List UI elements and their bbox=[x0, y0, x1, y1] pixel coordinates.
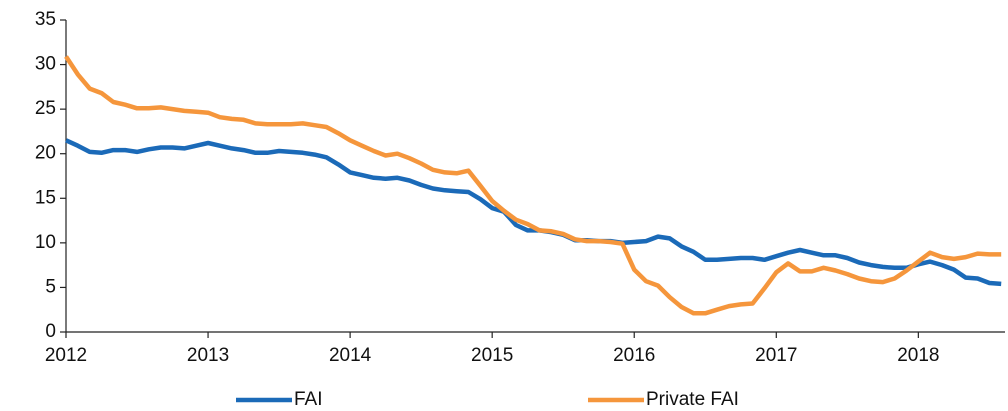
x-tick-label: 2012 bbox=[45, 345, 87, 366]
legend-label: Private FAI bbox=[646, 389, 739, 410]
x-tick-label: 2017 bbox=[755, 345, 797, 366]
y-tick-label: 25 bbox=[35, 98, 56, 119]
y-tick-label: 5 bbox=[45, 276, 56, 297]
x-tick-label: 2015 bbox=[471, 345, 513, 366]
y-tick-label: 30 bbox=[35, 54, 56, 75]
x-tick-label: 2014 bbox=[329, 345, 372, 366]
legend-label: FAI bbox=[294, 389, 323, 410]
y-tick-label: 10 bbox=[35, 232, 56, 253]
y-tick-label: 0 bbox=[45, 321, 56, 342]
series-line bbox=[64, 55, 1002, 316]
x-tick-label: 2018 bbox=[897, 345, 939, 366]
y-tick-label: 20 bbox=[35, 143, 56, 164]
x-tick-label: 2013 bbox=[187, 345, 229, 366]
y-tick-label: 35 bbox=[35, 9, 56, 30]
series-line bbox=[65, 138, 1002, 287]
x-tick-label: 2016 bbox=[613, 345, 655, 366]
y-tick-label: 15 bbox=[35, 187, 56, 208]
